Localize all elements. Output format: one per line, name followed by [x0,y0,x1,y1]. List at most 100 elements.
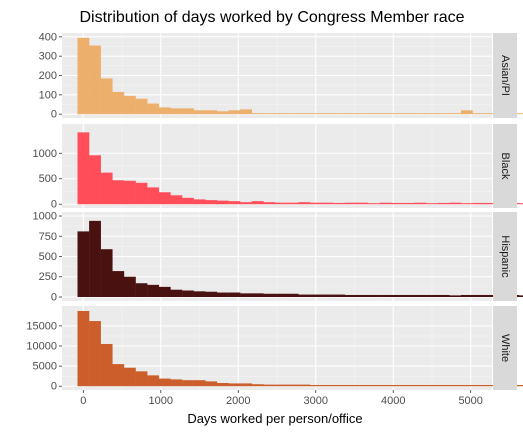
histogram-bar [484,113,497,115]
histogram-bar [356,202,369,205]
histogram-bar [344,385,357,387]
histogram-bar [193,110,206,115]
histogram-bar [251,201,264,205]
x-tick-label: 0 [80,395,86,407]
histogram-bar [193,380,206,387]
histogram-bar [263,202,276,205]
facet-panel-2: 0 250 500 750 1000 Hispanic [33,211,523,303]
y-tick-label: 500 [39,173,57,185]
y-tick-label: 750 [39,231,57,243]
histogram-bar [182,380,194,387]
histogram-bar [472,202,485,205]
histogram-bar [135,182,148,205]
histogram-bar [135,98,148,115]
histogram-bar [228,383,241,387]
histogram-bar [147,103,160,115]
histogram-bar [100,172,113,205]
facet-strip-label: Asian/PI [499,55,511,96]
histogram-bar [123,180,136,205]
histogram-bar [391,385,404,387]
histogram-bar [484,385,497,387]
y-tick-label: 0 [51,381,57,393]
histogram-bar [391,113,404,115]
histogram-bar [426,113,438,115]
histogram-bar [193,291,206,297]
histogram-bar [449,295,462,297]
histogram-bar [182,197,194,205]
histogram-bar [356,385,369,387]
y-tick-label: 400 [39,31,57,43]
histogram-bar [251,293,264,297]
histogram-bar [286,113,299,115]
histogram-bar [240,202,253,205]
histogram-bar [135,283,148,297]
histogram-bar [321,385,334,387]
facet-strip-label: Black [499,153,511,180]
histogram-bar [216,292,229,297]
histogram-bar [309,202,322,205]
histogram-bar [402,385,415,387]
y-tick-label: 500 [39,251,57,263]
histogram-bar [275,113,287,115]
histogram-bar [461,110,473,115]
histogram-bar [263,293,276,297]
histogram-bar [123,367,136,387]
histogram-bar [89,155,101,205]
histogram-bar [379,113,392,115]
histogram-bar [77,310,90,387]
histogram-bar [263,384,276,387]
histogram-bar [89,220,101,297]
histogram-bar [123,95,136,115]
histogram-bar [170,289,183,297]
y-tick-label: 0 [51,291,57,303]
y-tick-label: 100 [39,89,57,101]
histogram-bar [391,294,404,297]
y-tick-label: 15000 [26,320,57,332]
facet-strip [493,124,517,208]
histogram-bar [158,107,171,115]
x-axis: 0 1000 2000 3000 4000 5000 [80,390,483,407]
histogram-bar [205,110,218,115]
histogram-bar [414,385,427,387]
histogram-bar [100,249,113,297]
facet-panel-0: 0 100 200 300 400 Asian/PI [39,31,523,121]
x-tick-label: 4000 [381,395,405,407]
facet-strip [493,306,517,390]
histogram-bar [170,379,183,387]
histogram-bar [472,294,485,297]
histogram-bar [216,111,229,115]
histogram-bar [275,202,287,205]
histogram-bar [286,293,299,297]
x-tick-label: 5000 [458,395,482,407]
facet-panels: 0 100 200 300 400 Asian/PI 0 500 1000 Black 0 250 50… [26,31,523,393]
histogram-bar [228,110,241,115]
histogram-bar [275,293,287,297]
facet-strip [493,212,517,301]
histogram-bar [123,276,136,297]
y-tick-label: 10000 [26,340,57,352]
histogram-bar [205,381,218,387]
histogram-bar [77,132,90,205]
histogram-bar [251,384,264,387]
histogram-bar [472,385,485,387]
histogram-bar [333,385,345,387]
histogram-bar [228,292,241,297]
histogram-bar [77,231,90,297]
histogram-bar [437,202,450,205]
histogram-bar [158,192,171,205]
histogram-bar [170,195,183,205]
histogram-bar [309,294,322,297]
histogram-bar [240,109,253,115]
histogram-bar [147,187,160,205]
histogram-bar [298,384,311,387]
histogram-bar [437,294,450,297]
histogram-bar [100,343,113,387]
histogram-bar [426,203,438,205]
histogram-bar [321,113,334,115]
histogram-bar [158,286,171,297]
histogram-bar [240,293,253,297]
histogram-bar [321,294,334,297]
histogram-bar [344,294,357,297]
histogram-bar [333,113,345,115]
